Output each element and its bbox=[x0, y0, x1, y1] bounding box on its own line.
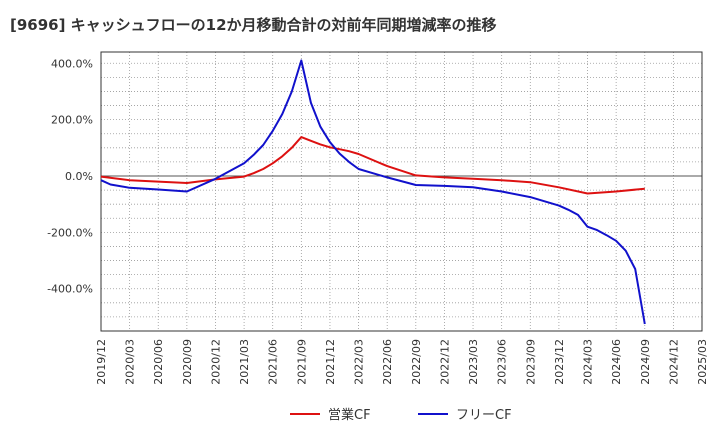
x-tick-label: 2023/06 bbox=[496, 339, 509, 385]
legend-label-1: 営業CF bbox=[328, 407, 371, 423]
x-tick-label: 2022/03 bbox=[353, 339, 366, 385]
x-tick-label: 2021/03 bbox=[238, 339, 251, 385]
x-tick-label: 2022/12 bbox=[438, 339, 451, 385]
x-tick-label: 2021/09 bbox=[295, 339, 308, 385]
y-tick-label: 200.0% bbox=[51, 114, 93, 127]
y-tick-label: 400.0% bbox=[51, 57, 93, 70]
y-tick-label: 0.0% bbox=[65, 170, 93, 183]
series-line-1 bbox=[100, 136, 645, 195]
x-tick-label: 2021/12 bbox=[324, 339, 337, 385]
plot-area: 400.0% 200.0% 0.0% -200.0% -400.0% 2019/12 202… bbox=[47, 51, 709, 385]
y-tick-label: -200.0% bbox=[47, 226, 93, 239]
x-tick-label: 2020/09 bbox=[181, 339, 194, 385]
x-tick-label: 2024/12 bbox=[667, 339, 680, 385]
x-tick-label: 2025/03 bbox=[696, 339, 709, 385]
series-line-2 bbox=[100, 59, 646, 325]
x-tick-label: 2024/09 bbox=[639, 339, 652, 385]
legend-label-2: フリーCF bbox=[456, 408, 512, 423]
x-tick-label: 2020/06 bbox=[152, 339, 165, 385]
x-tick-label: 2024/06 bbox=[610, 339, 623, 385]
chart-title: [9696] キャッシュフローの12か月移動合計の対前年同期増減率の推移 bbox=[10, 16, 497, 34]
x-tick-label: 2019/12 bbox=[95, 339, 108, 385]
x-tick-label: 2022/09 bbox=[410, 339, 423, 385]
x-tick-label: 2022/06 bbox=[381, 339, 394, 385]
x-tick-label: 2021/06 bbox=[267, 339, 280, 385]
x-tick-label: 2023/12 bbox=[553, 339, 566, 385]
x-tick-label: 2023/09 bbox=[524, 339, 537, 385]
y-tick-label: -400.0% bbox=[47, 283, 93, 296]
legend: 営業CF フリーCF bbox=[290, 407, 512, 423]
x-tick-label: 2020/12 bbox=[209, 339, 222, 385]
x-tick-label: 2020/03 bbox=[124, 339, 137, 385]
x-tick-label: 2023/03 bbox=[467, 339, 480, 385]
plot-frame bbox=[100, 51, 703, 332]
x-tick-label: 2024/03 bbox=[582, 339, 595, 385]
